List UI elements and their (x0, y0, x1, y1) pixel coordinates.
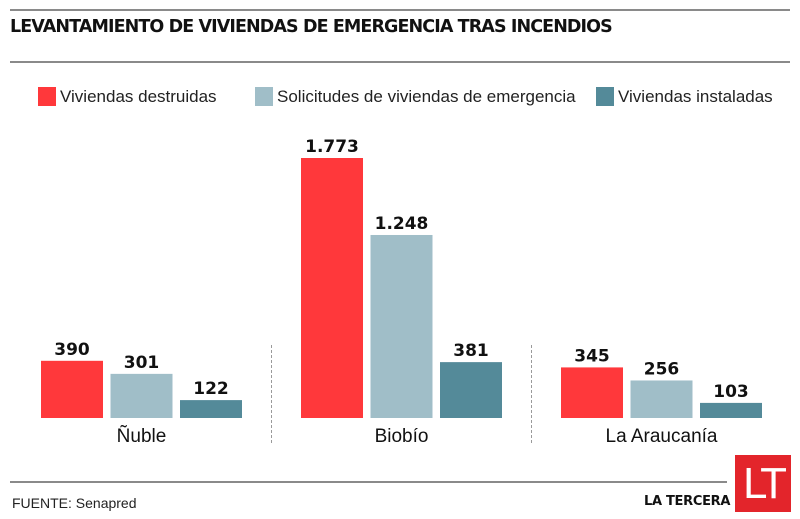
legend-swatch-solicitudes (255, 87, 273, 106)
bar-destruidas (301, 158, 363, 418)
bottom-rule (10, 481, 727, 483)
category-label: Ñuble (117, 425, 167, 447)
value-label: 103 (713, 382, 749, 402)
source-note: FUENTE: Senapred (12, 495, 137, 511)
legend-swatch-instaladas (596, 87, 614, 106)
title-rule (10, 61, 790, 63)
value-label: 1.773 (305, 137, 359, 157)
value-label: 1.248 (375, 214, 429, 234)
value-label: 345 (574, 346, 610, 366)
legend-swatch-destruidas (38, 87, 56, 106)
bar-chart: 390 301 122 Ñuble 1.773 1.248 381 Biobío 345 256 1… (41, 137, 762, 447)
legend-item-instaladas: Viviendas instaladas (596, 86, 773, 107)
bar-instaladas (700, 402, 762, 418)
top-rule (10, 9, 790, 11)
legend-label: Viviendas instaladas (618, 86, 773, 106)
legend-item-solicitudes: Solicitudes de viviendas de emergencia (255, 86, 576, 107)
brand-name: LA TERCERA (644, 494, 731, 509)
value-label: 301 (124, 353, 160, 373)
bar-solicitudes (370, 234, 433, 418)
value-label: 256 (644, 359, 680, 379)
bar-instaladas (440, 362, 502, 418)
bar-solicitudes (630, 380, 693, 418)
chart-title: LEVANTAMIENTO DE VIVIENDAS DE EMERGENCIA… (10, 17, 613, 37)
legend-label: Solicitudes de viviendas de emergencia (277, 86, 576, 106)
bar-destruidas (41, 360, 103, 418)
bar-solicitudes (110, 373, 173, 418)
bar-instaladas (180, 400, 242, 418)
value-label: 390 (54, 340, 90, 360)
value-label: 381 (453, 341, 489, 361)
value-label: 122 (193, 379, 229, 399)
brand-logo: LT (735, 455, 791, 512)
legend-item-destruidas: Viviendas destruidas (38, 86, 217, 107)
category-label: La Araucanía (606, 426, 718, 447)
bar-destruidas (561, 367, 623, 418)
category-label: Biobío (375, 426, 429, 447)
legend-label: Viviendas destruidas (60, 86, 217, 106)
